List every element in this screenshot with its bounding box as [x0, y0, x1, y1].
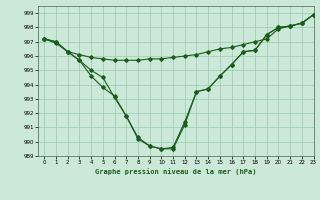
X-axis label: Graphe pression niveau de la mer (hPa): Graphe pression niveau de la mer (hPa): [95, 168, 257, 175]
